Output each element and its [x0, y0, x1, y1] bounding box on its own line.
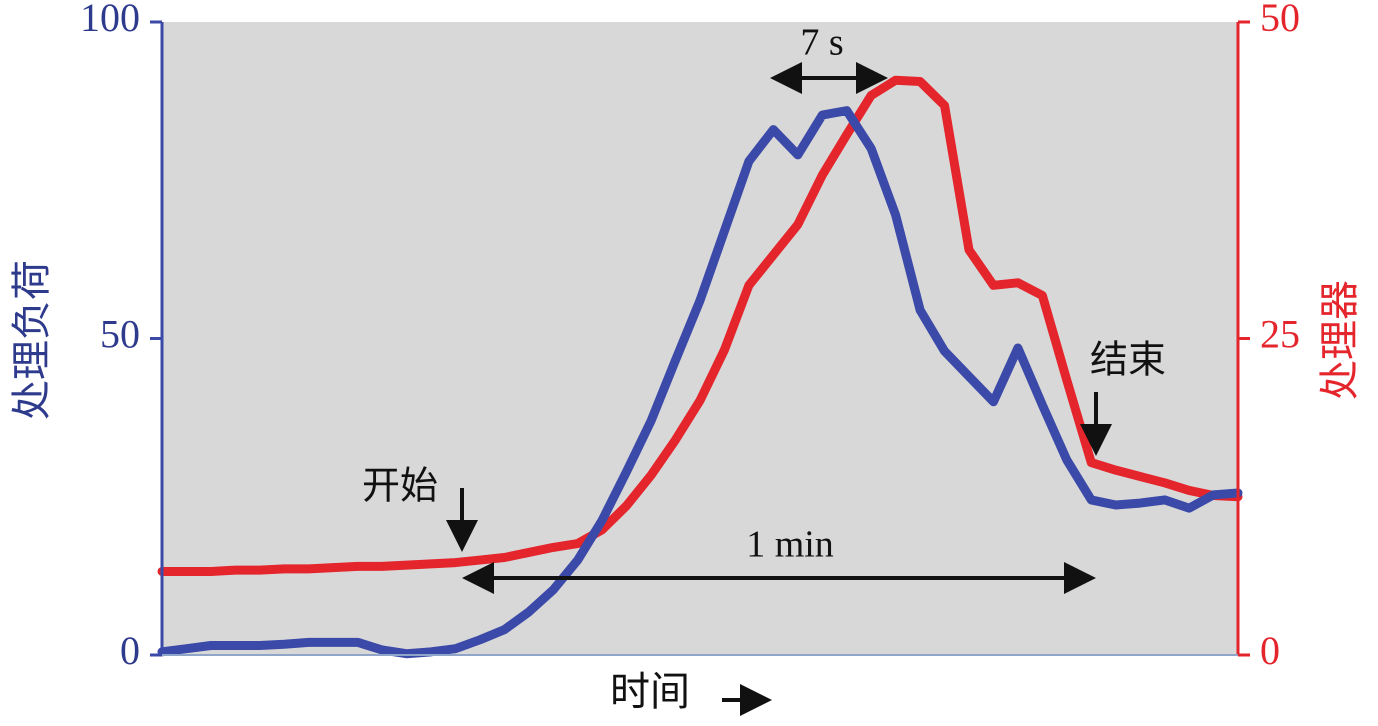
y-tick-label: 0 — [120, 628, 140, 673]
y-tick-label: 100 — [80, 0, 140, 40]
annotation: 开始 — [362, 466, 438, 508]
x-axis-label: 时间 — [610, 669, 690, 714]
y-tick-label: 50 — [100, 312, 140, 357]
annotation: 结束 — [1090, 340, 1166, 382]
y2-tick-label: 25 — [1260, 312, 1300, 357]
line — [157, 75, 1243, 576]
y2-tick-label: 0 — [1260, 628, 1280, 673]
y2-axis-label: 处理器 — [1317, 280, 1362, 400]
y2-tick-label: 50 — [1260, 0, 1300, 40]
y-axis-label: 处理负荷 — [9, 260, 54, 420]
annotation: 1 min — [746, 524, 834, 566]
line — [157, 106, 1243, 659]
plot-area — [162, 22, 1238, 655]
annotation: 7 s — [800, 22, 843, 64]
